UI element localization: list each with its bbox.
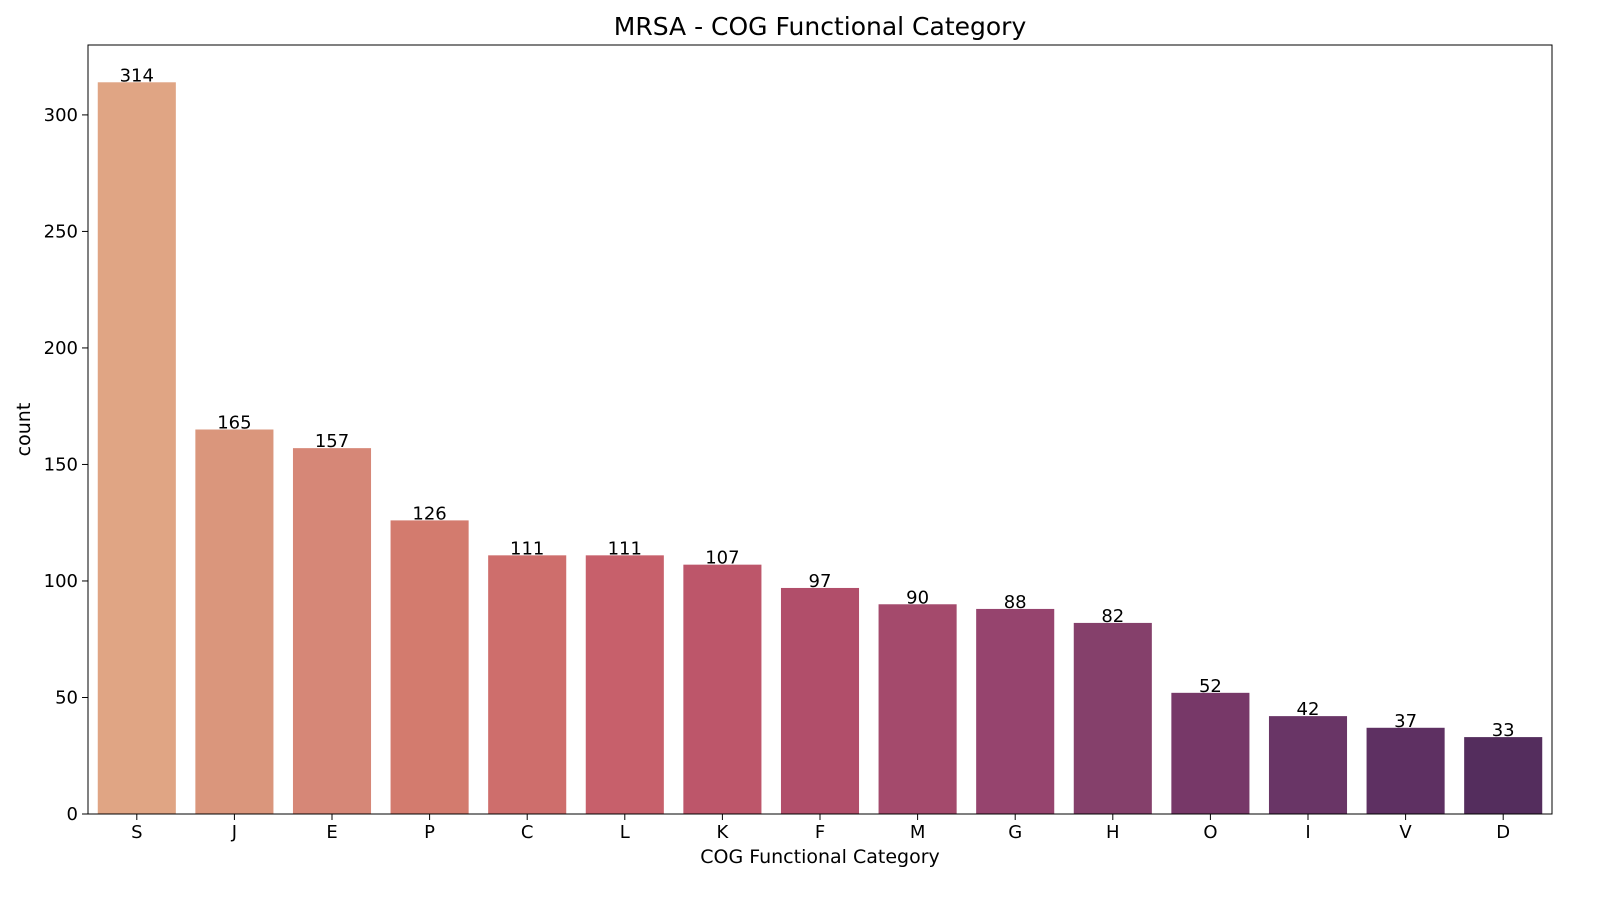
x-tick-label-D: D (1496, 822, 1510, 843)
bar-F (780, 587, 860, 814)
bar-L (585, 555, 664, 814)
x-tick-label-S: S (131, 822, 142, 843)
data-label-L: 111 (608, 538, 642, 559)
y-tick-label-300: 300 (44, 105, 78, 126)
bar-C (488, 555, 567, 814)
bar-J (195, 429, 274, 814)
x-tick-label-C: C (521, 822, 534, 843)
bar-M (878, 604, 957, 814)
bars-group (97, 82, 1543, 814)
plot-frame (87, 44, 1553, 815)
data-label-I: 42 (1297, 699, 1320, 720)
x-tick-label-V: V (1399, 822, 1412, 843)
x-tick-label-E: E (326, 822, 337, 843)
x-tick-label-G: G (1008, 822, 1022, 843)
y-tick-label-200: 200 (44, 338, 78, 359)
y-tick-label-100: 100 (44, 571, 78, 592)
data-labels-group: 314 165 157 126 111 111 107 97 90 88 82 52 42 37 33 (120, 65, 1515, 741)
data-label-M: 90 (906, 587, 929, 608)
bar-D (1464, 737, 1543, 814)
data-label-V: 37 (1394, 711, 1417, 732)
data-label-G: 88 (1004, 592, 1027, 613)
y-tick-label-50: 50 (55, 687, 78, 708)
bar-E (292, 448, 372, 814)
x-tick-label-H: H (1106, 822, 1120, 843)
x-tick-label-J: J (231, 822, 237, 843)
data-label-K: 107 (705, 548, 739, 569)
y-tick-label-250: 250 (44, 221, 78, 242)
data-label-E: 157 (315, 431, 349, 452)
bar-K (683, 564, 762, 814)
bar-V (1366, 727, 1445, 814)
bar-P (390, 520, 469, 814)
data-label-H: 82 (1101, 606, 1124, 627)
data-label-O: 52 (1199, 676, 1222, 697)
x-tick-label-I: I (1305, 822, 1310, 843)
x-tick-label-P: P (424, 822, 435, 843)
y-tick-label-0: 0 (67, 804, 78, 825)
x-tick-label-K: K (716, 822, 729, 843)
data-label-F: 97 (809, 571, 832, 592)
x-tick-label-L: L (620, 822, 630, 843)
bar-I (1268, 716, 1348, 814)
data-label-C: 111 (510, 538, 544, 559)
bar-G (976, 608, 1055, 814)
y-axis: 0 50 100 150 200 250 300 (44, 105, 88, 825)
data-label-J: 165 (217, 413, 251, 434)
data-label-S: 314 (120, 65, 154, 86)
x-tick-label-M: M (910, 822, 926, 843)
x-tick-label-F: F (815, 822, 825, 843)
y-axis-label: count (13, 403, 35, 457)
chart-title: MRSA - COG Functional Category (614, 12, 1027, 41)
y-tick-label-150: 150 (44, 454, 78, 475)
data-label-D: 33 (1492, 720, 1515, 741)
bar-S (97, 82, 176, 814)
data-label-P: 126 (412, 503, 446, 524)
x-tick-label-O: O (1203, 822, 1217, 843)
x-axis-label: COG Functional Category (700, 846, 940, 868)
bar-O (1171, 692, 1250, 814)
bar-H (1073, 622, 1152, 814)
